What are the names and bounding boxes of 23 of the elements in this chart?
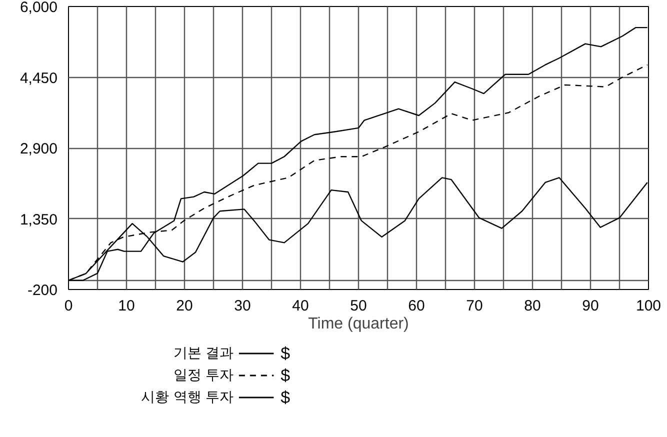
y-tick-label: 2,900 [20, 140, 58, 158]
x-tick-label: 50 [350, 298, 367, 314]
y-tick-label: 6,000 [20, 0, 58, 16]
x-tick-label: 70 [466, 298, 483, 314]
y-tick-label: 4,450 [20, 70, 58, 87]
x-tick-label: 100 [636, 298, 662, 314]
x-tick-label: 10 [118, 298, 135, 314]
legend-label: 일정 투자 [173, 368, 234, 384]
y-tick-label: -200 [27, 282, 58, 299]
x-tick-label: 40 [292, 298, 309, 314]
x-tick-label: 90 [582, 298, 599, 314]
legend-label: 시황 역행 투자 [140, 390, 234, 406]
text: $ [280, 344, 291, 363]
x-tick-label: 80 [524, 298, 541, 314]
x-tick-label: 20 [176, 298, 193, 314]
legend-label: 기본 결과 [173, 346, 234, 362]
text: $ [280, 388, 291, 407]
x-tick-label: 0 [64, 298, 73, 314]
text: $ [280, 366, 291, 385]
x-axis-title: Time (quarter) [308, 316, 409, 332]
x-tick-label: 60 [408, 298, 425, 314]
x-tick-label: 30 [234, 298, 251, 314]
y-tick-label: 1,350 [20, 211, 58, 228]
